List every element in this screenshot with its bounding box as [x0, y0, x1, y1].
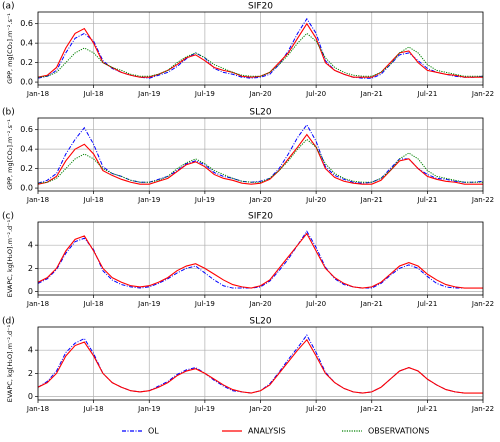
y-tick-label: 0.4 [20, 39, 33, 48]
x-tick-label: Jan-21 [360, 300, 383, 308]
series-line [37, 232, 483, 289]
x-tick-label: Jul-18 [83, 196, 104, 204]
x-tick-label: Jan-19 [137, 300, 160, 308]
x-tick-label: Jul-18 [83, 90, 104, 98]
x-tick-label: Jul-19 [194, 300, 215, 308]
x-tick-label: Jan-22 [471, 300, 494, 308]
y-axis-label: EVAPC, kg[H₂O].m⁻².d⁻¹ [6, 219, 14, 297]
panel-title: SIF20 [248, 212, 273, 222]
x-tick-label: Jul-19 [194, 196, 215, 204]
y-tick-label: 2 [28, 369, 33, 378]
panel-title: SL20 [249, 108, 271, 118]
x-tick-label: Jul-19 [194, 90, 215, 98]
x-tick-label: Jan-19 [137, 90, 160, 98]
x-tick-label: Jan-22 [471, 405, 494, 413]
x-tick-label: Jan-19 [137, 405, 160, 413]
series-line [37, 17, 484, 79]
y-tick-label: 0.0 [20, 184, 33, 193]
y-tick-label: 0.6 [20, 19, 33, 28]
x-tick-label: Jul-21 [416, 196, 437, 204]
x-tick-label: Jul-21 [416, 405, 437, 413]
y-tick-label: 0 [28, 392, 33, 401]
x-tick-label: Jul-18 [83, 300, 104, 308]
x-tick-label: Jan-20 [248, 196, 271, 204]
plot-frame [37, 117, 484, 192]
x-tick-label: Jul-20 [305, 300, 326, 308]
x-tick-label: Jul-20 [305, 405, 326, 413]
x-tick-label: Jan-18 [26, 90, 49, 98]
plot-frame [37, 221, 484, 296]
legend-label: OBSERVATIONS [368, 427, 429, 436]
y-tick-label: 0 [28, 287, 33, 296]
x-tick-label: Jul-20 [305, 196, 326, 204]
x-tick-label: Jan-21 [360, 405, 383, 413]
x-tick-label: Jan-18 [26, 196, 49, 204]
x-tick-label: Jul-19 [194, 405, 215, 413]
panel-label: (d) [2, 317, 15, 327]
x-tick-label: Jan-21 [360, 90, 383, 98]
series-line [37, 230, 483, 289]
x-tick-label: Jul-20 [305, 90, 326, 98]
series-line [37, 138, 483, 184]
panel-title: SL20 [249, 317, 271, 327]
x-tick-label: Jan-18 [26, 405, 49, 413]
series-line [37, 133, 483, 185]
panel-label: (b) [2, 108, 15, 118]
y-tick-label: 0.2 [20, 58, 33, 67]
plot-frame [37, 326, 484, 401]
y-tick-label: 0.0 [20, 78, 33, 87]
panel-label: (c) [2, 212, 14, 222]
y-tick-label: 0.6 [20, 125, 33, 134]
x-tick-label: Jan-22 [471, 90, 494, 98]
x-tick-label: Jan-20 [248, 405, 271, 413]
x-tick-label: Jul-21 [416, 90, 437, 98]
legend-label: ANALYSIS [248, 427, 286, 436]
panel-label: (a) [2, 2, 15, 12]
series-line [37, 32, 483, 78]
x-tick-label: Jan-22 [471, 196, 494, 204]
y-axis-label: GPP, mg[CO₂].m⁻².s⁻¹ [6, 13, 14, 84]
x-tick-label: Jan-21 [360, 196, 383, 204]
y-axis-label: GPP, mg[CO₂].m⁻².s⁻¹ [6, 119, 14, 190]
y-tick-label: 0.2 [20, 164, 33, 173]
legend-label: OL [148, 427, 159, 436]
y-tick-label: 0.4 [20, 145, 33, 154]
x-tick-label: Jan-19 [137, 196, 160, 204]
series-line [37, 123, 484, 184]
plot-frame [37, 11, 484, 86]
x-tick-label: Jul-18 [83, 405, 104, 413]
x-tick-label: Jul-21 [416, 300, 437, 308]
x-tick-label: Jan-18 [26, 300, 49, 308]
y-axis-label: EVAPC, kg[H₂O].m⁻².d⁻¹ [6, 324, 14, 402]
panel-title: SIF20 [248, 2, 273, 12]
x-tick-label: Jan-20 [248, 90, 271, 98]
series-line [37, 338, 483, 394]
y-tick-label: 2 [28, 264, 33, 273]
y-tick-label: 4 [28, 241, 33, 250]
y-tick-label: 4 [28, 346, 33, 355]
x-tick-label: Jan-20 [248, 300, 271, 308]
